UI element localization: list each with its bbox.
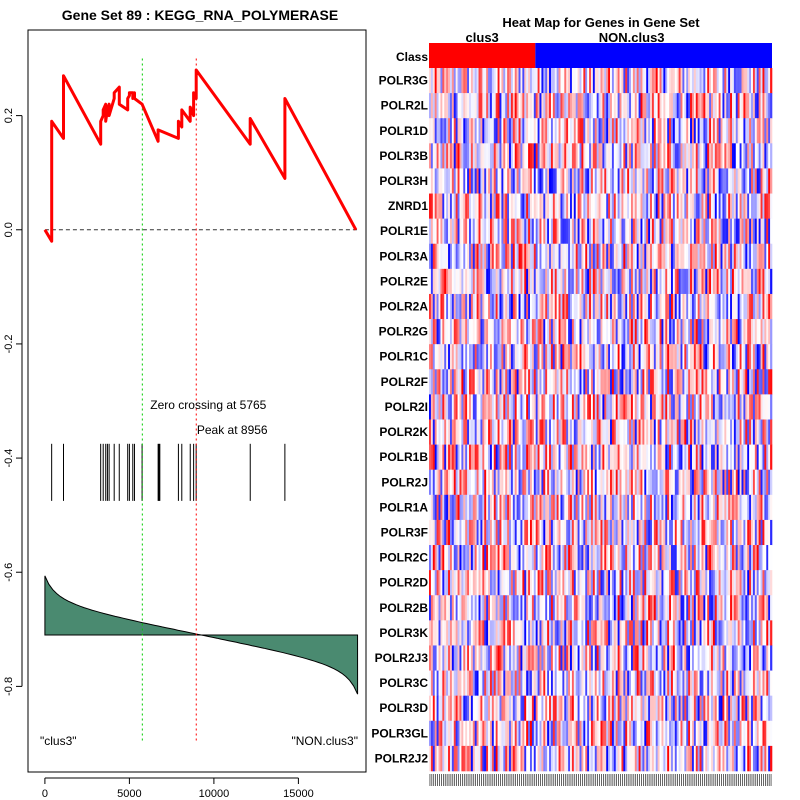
y-axis: 0.2 0.0 -0.2 -0.4 -0.6 -0.8 [3, 108, 23, 696]
enrichment-plot: Gene Set 89 : KEGG_RNA_POLYMERASE Zero c… [3, 7, 367, 800]
gene-label: POLR2C [379, 551, 428, 565]
y-tick-label: -0.8 [3, 677, 15, 696]
enrichment-plot-title: Gene Set 89 : KEGG_RNA_POLYMERASE [62, 7, 338, 23]
gene-label: POLR2L [381, 99, 428, 113]
gene-label: POLR3H [379, 174, 428, 188]
gene-label: POLR3GL [371, 726, 428, 740]
class-row-label: Class [396, 50, 428, 64]
gene-label: POLR1E [380, 224, 428, 238]
plot-frame [27, 29, 367, 773]
gene-label: POLR2G [379, 325, 428, 339]
class-group-label: clus3 [466, 30, 499, 45]
gene-label: POLR3D [379, 701, 428, 715]
class-group-label: NON.clus3 [599, 30, 665, 45]
y-tick-label: 0.0 [3, 222, 15, 237]
gene-label: POLR1B [379, 450, 428, 464]
heatmap-cells [429, 68, 773, 772]
x-axis: 0 5000 10000 15000 [42, 777, 314, 800]
gene-label: POLR2B [379, 601, 428, 615]
gene-hit-lines [51, 443, 286, 501]
sample-tick-labels [429, 774, 772, 786]
y-tick-label: 0.2 [3, 108, 15, 123]
gene-label: POLR3F [381, 525, 428, 539]
running-enrichment-score-line [43, 68, 358, 243]
gene-label: POLR2F [381, 375, 428, 389]
zero-crossing-label: Zero crossing at 5765 [150, 398, 266, 412]
gene-label: POLR2J3 [375, 651, 429, 665]
gene-label: POLR1C [379, 350, 428, 364]
class-bar [429, 43, 772, 68]
heatmap-title: Heat Map for Genes in Gene Set [502, 15, 700, 30]
right-class-label: "NON.clus3" [291, 734, 358, 748]
class-bar-segment [535, 43, 772, 68]
heatmap-panel: Heat Map for Genes in Gene Set clus3 NON.… [371, 15, 773, 786]
gene-label: POLR3K [379, 626, 428, 640]
gene-labels: POLR3G POLR2L POLR1D POLR3B POLR3H ZNRD1 POLR1… [371, 74, 428, 766]
x-tick-label: 15000 [283, 788, 314, 800]
gene-label: POLR2E [380, 274, 428, 288]
gene-label: POLR2A [379, 300, 428, 314]
gene-label: POLR2D [379, 576, 428, 590]
gene-label: ZNRD1 [388, 199, 428, 213]
class-bar-segment [429, 43, 536, 68]
left-class-label: "clus3" [40, 734, 77, 748]
ranked-metric-area [44, 575, 359, 695]
peak-label: Peak at 8956 [197, 423, 268, 437]
gene-label: POLR1D [379, 124, 428, 138]
y-tick-label: -0.4 [3, 449, 15, 468]
gene-label: POLR3A [379, 249, 428, 263]
gene-label: POLR2K [379, 425, 428, 439]
gene-label: POLR3G [379, 74, 428, 88]
gene-label: POLR3C [379, 676, 428, 690]
y-tick-label: -0.2 [3, 334, 15, 353]
gene-label: POLR3B [379, 149, 428, 163]
gene-label: POLR2I [385, 400, 428, 414]
x-tick-label: 5000 [117, 788, 141, 800]
y-tick-label: -0.6 [3, 563, 15, 582]
x-tick-label: 10000 [199, 788, 230, 800]
gene-label: POLR1A [379, 500, 428, 514]
x-tick-label: 0 [42, 788, 48, 800]
gene-label: POLR2J2 [375, 751, 429, 765]
class-group-labels: clus3 NON.clus3 [466, 30, 665, 45]
gene-label: POLR2J [381, 475, 428, 489]
